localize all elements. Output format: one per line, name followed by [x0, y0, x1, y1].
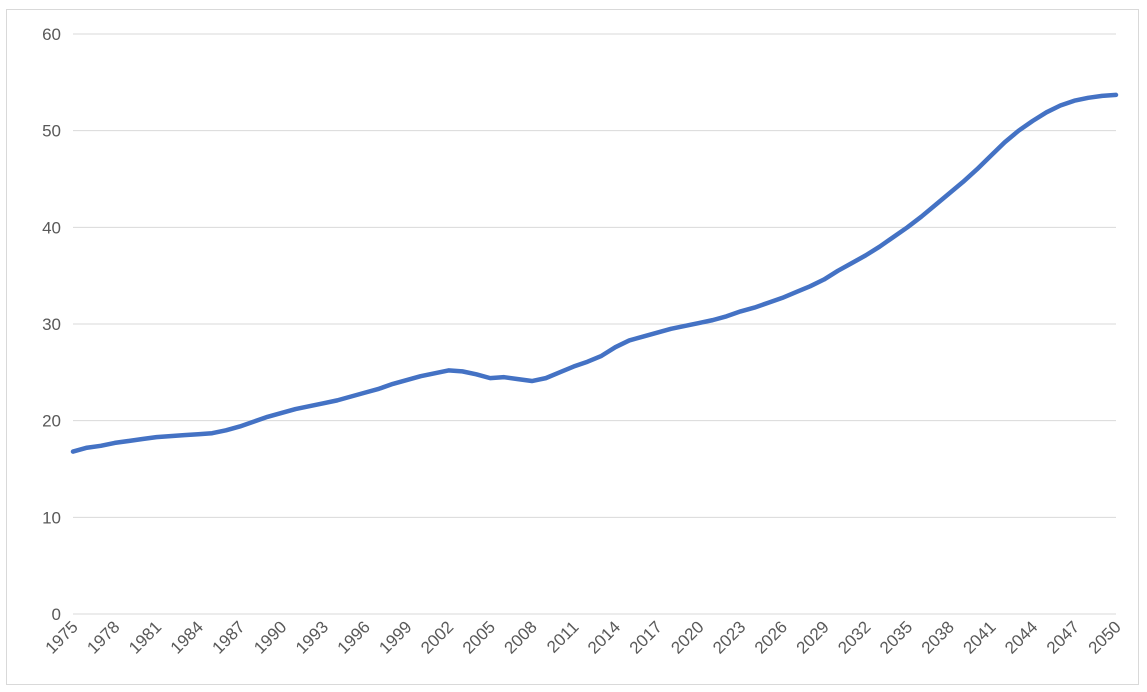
- x-tick-label: 2038: [918, 617, 958, 657]
- y-tick-label: 50: [42, 122, 61, 141]
- x-tick-label: 2017: [626, 617, 666, 657]
- y-tick-label: 40: [42, 218, 61, 237]
- y-tick-label: 10: [42, 508, 61, 527]
- x-tick-label: 1978: [83, 617, 123, 657]
- x-tick-label: 1990: [250, 617, 290, 657]
- y-tick-label: 20: [42, 412, 61, 431]
- x-tick-label: 2035: [876, 617, 916, 657]
- x-tick-label: 2050: [1085, 617, 1125, 657]
- series-line-0: [70, 92, 1119, 454]
- x-tick-label: 2014: [584, 617, 624, 657]
- x-tick-label: 1987: [209, 617, 249, 657]
- x-tick-label: 2032: [834, 617, 874, 657]
- x-tick-label: 1981: [125, 617, 165, 657]
- x-tick-label: 1975: [42, 617, 82, 657]
- x-tick-label: 2005: [459, 617, 499, 657]
- y-tick-label: 30: [42, 315, 61, 334]
- y-axis-ticks: 0 10 20 30 40 50 60: [42, 25, 61, 624]
- x-tick-label: 2002: [417, 617, 457, 657]
- chart-frame: [6, 9, 1139, 685]
- y-tick-label: 0: [52, 605, 61, 624]
- x-tick-label: 2020: [667, 617, 707, 657]
- x-tick-label: 1984: [167, 617, 207, 657]
- x-tick-label: 2044: [1001, 617, 1041, 657]
- x-tick-label: 2041: [959, 617, 999, 657]
- x-tick-label: 2008: [501, 617, 541, 657]
- x-tick-label: 1993: [292, 617, 332, 657]
- x-tick-label: 2026: [751, 617, 791, 657]
- gridlines: [73, 33, 1116, 615]
- x-tick-label: 2047: [1043, 617, 1083, 657]
- x-axis-ticks: 1975 1978 1981 1984 1987 1990 1993 1996 1999 2002…: [42, 617, 1125, 657]
- series-layer: [70, 92, 1119, 454]
- x-tick-label: 2011: [543, 617, 582, 656]
- x-tick-label: 1999: [375, 617, 415, 657]
- x-tick-label: 1996: [334, 617, 374, 657]
- x-tick-label: 2023: [709, 617, 749, 657]
- x-tick-label: 2029: [793, 617, 833, 657]
- y-tick-label: 60: [42, 25, 61, 44]
